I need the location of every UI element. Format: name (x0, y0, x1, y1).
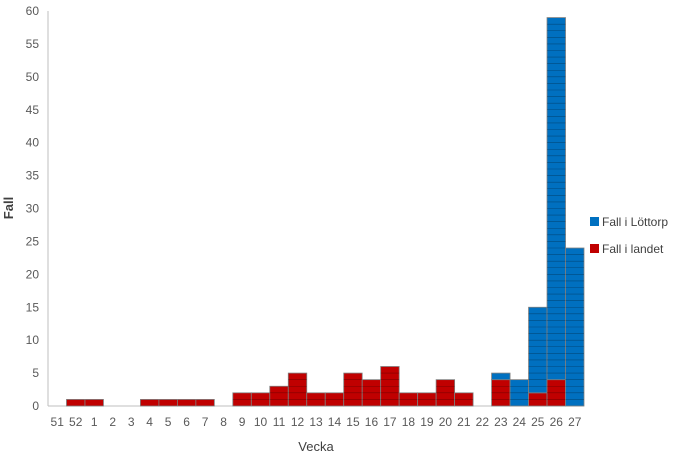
x-tick-label: 5 (165, 415, 172, 429)
legend-label: Fall i Löttorp (602, 215, 668, 229)
y-tick-label: 30 (26, 202, 40, 216)
y-tick-label: 5 (32, 366, 39, 380)
legend-item: Fall i landet (590, 242, 664, 256)
legend-swatch (590, 217, 599, 226)
x-tick-label: 6 (183, 415, 190, 429)
y-tick-label: 0 (32, 399, 39, 413)
x-tick-label: 4 (146, 415, 153, 429)
x-tick-label: 13 (309, 415, 323, 429)
x-tick-label: 25 (531, 415, 545, 429)
x-tick-label: 7 (202, 415, 209, 429)
x-tick-label: 1 (91, 415, 98, 429)
bar-landet-12 (287, 372, 308, 407)
x-tick-label: 2 (109, 415, 116, 429)
legend-swatch (590, 244, 599, 253)
x-tick-label: 23 (494, 415, 508, 429)
bar-landet-20 (435, 379, 456, 407)
x-tick-label: 24 (513, 415, 527, 429)
bar-landet-21 (454, 392, 474, 407)
bar-landet-6 (176, 399, 197, 407)
bar-lottorp-25 (528, 306, 548, 394)
y-axis-title: Fall (1, 197, 16, 219)
x-tick-label: 20 (439, 415, 453, 429)
y-tick-label: 40 (26, 136, 40, 150)
bar-lottorp-23 (491, 372, 511, 381)
bar-lottorp-27 (565, 247, 585, 407)
y-tick-label: 10 (26, 333, 40, 347)
x-tick-label: 19 (420, 415, 434, 429)
bar-landet-16 (361, 379, 382, 407)
y-tick-label: 60 (26, 4, 40, 18)
x-tick-label: 14 (328, 415, 342, 429)
bars (66, 17, 585, 407)
bar-lottorp-24 (509, 379, 529, 407)
bar-landet-5 (158, 399, 178, 407)
bar-landet-23 (491, 379, 511, 407)
bar-landet-7 (195, 399, 215, 407)
bar-landet-19 (417, 392, 437, 407)
y-tick-label: 15 (26, 300, 40, 314)
x-tick-label: 8 (220, 415, 227, 429)
bar-landet-17 (380, 366, 400, 407)
x-tick-label: 18 (402, 415, 416, 429)
x-tick-label: 22 (476, 415, 490, 429)
x-tick-label: 3 (128, 415, 135, 429)
y-tick-label: 55 (26, 37, 40, 51)
y-tick-label: 25 (26, 234, 40, 248)
legend-item: Fall i Löttorp (590, 215, 668, 229)
y-tick-label: 35 (26, 169, 40, 183)
y-axis-ticks: 0 5 10 15 20 25 30 35 40 45 50 55 60 (26, 4, 40, 413)
bar-landet-10 (250, 392, 271, 407)
x-axis-title: Vecka (298, 439, 334, 454)
x-tick-label: 27 (568, 415, 582, 429)
x-tick-label: 11 (273, 415, 286, 429)
bar-landet-15 (343, 372, 363, 407)
bar-landet-18 (398, 392, 419, 407)
x-tick-label: 21 (457, 415, 471, 429)
legend-label: Fall i landet (602, 242, 664, 256)
bar-landet-14 (324, 392, 345, 407)
bar-landet-9 (232, 392, 252, 407)
x-tick-label: 26 (550, 415, 564, 429)
x-tick-label: 16 (365, 415, 379, 429)
legend: Fall i Löttorp Fall i landet (590, 215, 668, 256)
x-tick-label: 12 (291, 415, 305, 429)
bar-landet-25 (528, 392, 548, 407)
x-tick-label: 51 (51, 415, 65, 429)
bar-landet-26 (546, 379, 566, 407)
y-tick-label: 20 (26, 267, 40, 281)
bar-landet-4 (140, 399, 160, 407)
bar-lottorp-26 (546, 17, 566, 381)
y-tick-label: 50 (26, 70, 40, 84)
x-tick-label: 17 (383, 415, 397, 429)
x-axis-ticks: 51 52 1 2 3 4 5 6 7 8 9 10 11 12 13 14 15 16 17 18 19 20 21 22 2… (51, 415, 582, 429)
x-tick-label: 9 (239, 415, 246, 429)
bar-landet-52 (66, 399, 86, 407)
y-tick-label: 45 (26, 103, 40, 117)
bar-landet-1 (84, 399, 104, 407)
x-tick-label: 10 (254, 415, 268, 429)
x-tick-label: 52 (69, 415, 83, 429)
x-tick-label: 15 (346, 415, 360, 429)
bar-landet-11 (269, 385, 289, 407)
bar-landet-13 (306, 392, 326, 407)
